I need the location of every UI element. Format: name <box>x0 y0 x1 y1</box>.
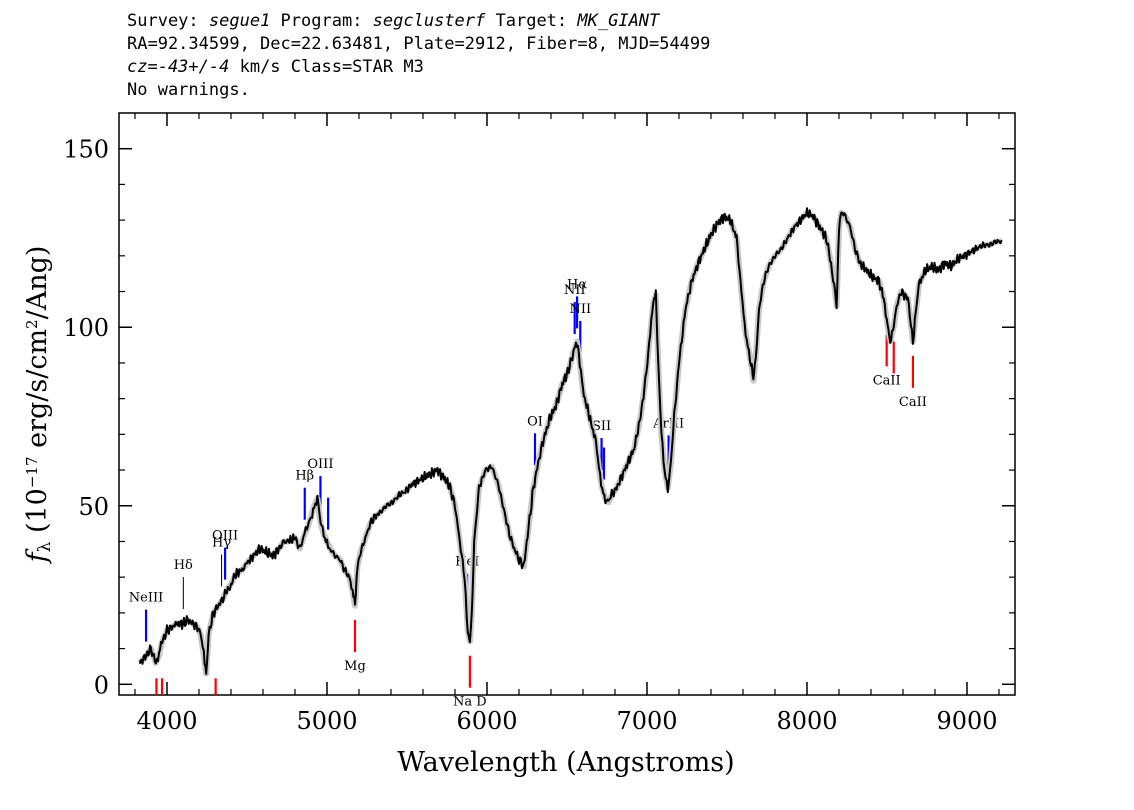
line-label: CaII <box>899 395 927 410</box>
target-value: MK_GIANT <box>577 11 660 31</box>
line-label: OI <box>527 414 543 429</box>
line-label: NII <box>569 302 591 317</box>
x-tick-label: 5000 <box>296 707 357 735</box>
spectrum-line <box>138 207 1003 675</box>
line-label: CaII <box>873 373 901 388</box>
y-label-part: /Ang) <box>22 246 53 320</box>
line-label: Hβ <box>295 469 314 484</box>
line-label: SII <box>592 419 611 434</box>
y-tick-label: 0 <box>94 671 109 699</box>
x-tick-label: 9000 <box>936 707 997 735</box>
y-tick-label: 150 <box>63 136 109 164</box>
y-axis-title-text: fλ (10−17 erg/s/cm2/Ang) <box>22 246 55 565</box>
x-tick-label: 7000 <box>616 707 677 735</box>
y-label-part: erg/s/cm <box>22 329 53 457</box>
x-tick-label: 8000 <box>776 707 837 735</box>
survey-label: Survey: <box>127 11 209 31</box>
header-line-4: No warnings. <box>127 80 250 100</box>
header-line-2: RA=92.34599, Dec=22.63481, Plate=2912, F… <box>127 34 711 54</box>
header-line-1: Survey: segue1 Program: segclusterf Targ… <box>127 10 710 33</box>
header-line-3: cz=-43+/-4 km/s Class=STAR M3 <box>127 56 710 79</box>
line-label: NeIII <box>129 591 163 606</box>
y-axis-title: fλ (10−17 erg/s/cm2/Ang) <box>22 246 55 565</box>
y-label-part: −17 <box>23 456 41 488</box>
y-label-part: λ <box>35 541 55 552</box>
class-text: km/s Class=STAR M3 <box>229 57 424 77</box>
survey-value: segue1 <box>208 11 271 31</box>
axis-ticks <box>119 113 1015 695</box>
y-tick-label: 50 <box>78 493 109 521</box>
line-label: Na D <box>453 695 487 710</box>
line-label: Hδ <box>174 558 193 573</box>
y-label-part: (10 <box>22 488 53 541</box>
spectrum-header: Survey: segue1 Program: segclusterf Targ… <box>127 10 710 102</box>
line-label: NII <box>564 283 586 298</box>
x-tick-label: 6000 <box>456 707 517 735</box>
tick-labels: 4000 5000 6000 7000 8000 9000 0 50 100 150 <box>63 136 997 735</box>
line-label: Hγ <box>212 535 231 550</box>
line-label: OIII <box>307 457 333 472</box>
plot-frame <box>118 112 1016 696</box>
program-label: Program: <box>270 11 373 31</box>
line-label: OIII <box>212 529 238 544</box>
line-label: Hα <box>567 277 587 292</box>
line-label: ArIII <box>652 416 684 431</box>
x-tick-label: 4000 <box>136 707 197 735</box>
line-label: Mg <box>344 659 366 674</box>
redshift-value: cz=-43+/-4 <box>127 57 230 77</box>
y-tick-label: 100 <box>63 314 109 342</box>
x-axis-title: Wavelength (Angstroms) <box>397 747 734 778</box>
program-value: segclusterf <box>372 11 486 31</box>
target-label: Target: <box>485 11 578 31</box>
spectrum-series <box>137 207 1003 677</box>
y-label-part: 2 <box>23 319 41 329</box>
